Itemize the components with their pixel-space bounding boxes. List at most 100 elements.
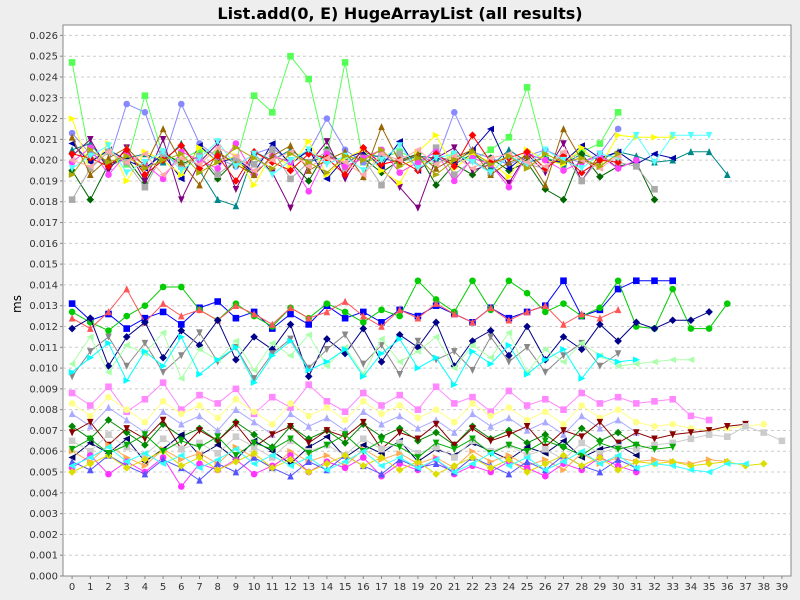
data-point bbox=[287, 150, 295, 158]
data-point bbox=[287, 156, 294, 164]
data-point bbox=[105, 333, 112, 341]
data-point bbox=[269, 320, 276, 328]
data-point bbox=[468, 131, 477, 139]
data-point bbox=[633, 441, 640, 449]
data-point bbox=[341, 314, 349, 322]
data-point bbox=[68, 156, 76, 164]
data-point bbox=[68, 410, 76, 418]
data-point bbox=[269, 165, 277, 172]
data-point bbox=[742, 422, 749, 430]
y-axis-ticks: 0.000 0.001 0.002 0.003 0.004 0.005 0.006 0.007… bbox=[29, 31, 63, 583]
data-point bbox=[123, 177, 131, 185]
data-point bbox=[304, 177, 313, 185]
data-point bbox=[104, 148, 112, 156]
data-point bbox=[287, 303, 294, 312]
data-point bbox=[159, 353, 167, 362]
data-point bbox=[596, 362, 604, 370]
data-point bbox=[614, 150, 622, 158]
data-point bbox=[250, 449, 258, 458]
data-point bbox=[396, 335, 404, 343]
data-point bbox=[286, 166, 295, 175]
y-tick-label: 0.010 bbox=[29, 364, 58, 375]
data-point bbox=[105, 167, 112, 175]
data-point bbox=[377, 160, 386, 169]
data-point bbox=[632, 457, 641, 466]
data-point bbox=[304, 331, 312, 339]
data-point bbox=[505, 431, 513, 439]
data-point bbox=[87, 418, 94, 426]
data-point bbox=[542, 395, 549, 403]
data-point bbox=[414, 464, 422, 472]
data-point bbox=[687, 325, 695, 332]
data-point bbox=[232, 314, 240, 322]
data-point bbox=[86, 195, 95, 204]
data-point bbox=[705, 325, 713, 332]
data-point bbox=[232, 468, 240, 476]
data-point bbox=[305, 188, 313, 195]
x-axis-ticks: 0 1 2 3 4 5 6 7 8 9 10 11 12 13 14 15 16 17 18 19 20 21 22 23 24… bbox=[69, 576, 788, 593]
data-point bbox=[577, 462, 586, 470]
data-point bbox=[577, 339, 585, 347]
data-point bbox=[304, 454, 312, 461]
data-point bbox=[542, 308, 549, 316]
data-point bbox=[250, 470, 258, 478]
data-point bbox=[141, 318, 149, 327]
data-point bbox=[87, 136, 94, 144]
data-point bbox=[177, 432, 186, 441]
data-point bbox=[505, 470, 513, 478]
data-point bbox=[250, 443, 258, 451]
data-point bbox=[287, 400, 294, 407]
series-11 bbox=[68, 131, 713, 179]
data-point bbox=[669, 439, 676, 447]
data-point bbox=[214, 400, 221, 407]
data-point bbox=[323, 358, 331, 366]
data-point bbox=[341, 431, 349, 439]
data-point bbox=[341, 170, 349, 179]
data-point bbox=[323, 308, 331, 316]
data-point bbox=[577, 424, 586, 433]
data-point bbox=[141, 92, 149, 99]
data-point bbox=[541, 163, 549, 170]
data-point bbox=[487, 458, 495, 465]
data-point bbox=[614, 158, 622, 167]
y-tick-label: 0.002 bbox=[29, 530, 58, 541]
x-tick-label: 25 bbox=[521, 582, 534, 593]
y-tick-label: 0.023 bbox=[29, 93, 58, 104]
data-point bbox=[705, 308, 713, 316]
data-point bbox=[578, 389, 585, 397]
x-tick-label: 7 bbox=[196, 582, 202, 593]
data-point bbox=[177, 452, 185, 459]
data-point bbox=[378, 470, 385, 478]
data-point bbox=[213, 441, 221, 449]
data-point bbox=[305, 439, 312, 447]
data-point bbox=[468, 453, 477, 462]
data-point bbox=[414, 277, 422, 285]
data-point bbox=[214, 138, 221, 146]
data-point bbox=[578, 375, 586, 382]
data-point bbox=[560, 406, 567, 413]
data-point bbox=[760, 429, 767, 436]
data-point bbox=[378, 167, 386, 174]
data-point bbox=[87, 402, 94, 409]
data-point bbox=[486, 326, 495, 335]
data-point bbox=[523, 464, 531, 472]
data-point bbox=[614, 277, 622, 285]
data-point bbox=[323, 362, 331, 370]
data-point bbox=[377, 462, 385, 470]
data-point bbox=[141, 109, 149, 116]
data-point bbox=[250, 439, 258, 447]
data-point bbox=[614, 350, 622, 358]
data-point bbox=[122, 464, 131, 472]
data-point bbox=[760, 420, 767, 428]
data-point bbox=[724, 300, 731, 307]
data-point bbox=[523, 422, 531, 431]
data-point bbox=[705, 131, 713, 139]
data-point bbox=[305, 366, 313, 374]
data-point bbox=[232, 355, 240, 364]
data-point bbox=[487, 360, 495, 368]
data-point bbox=[122, 435, 130, 443]
x-tick-label: 30 bbox=[612, 582, 625, 593]
data-point bbox=[560, 346, 568, 353]
data-point bbox=[542, 150, 550, 158]
data-point bbox=[414, 165, 422, 173]
